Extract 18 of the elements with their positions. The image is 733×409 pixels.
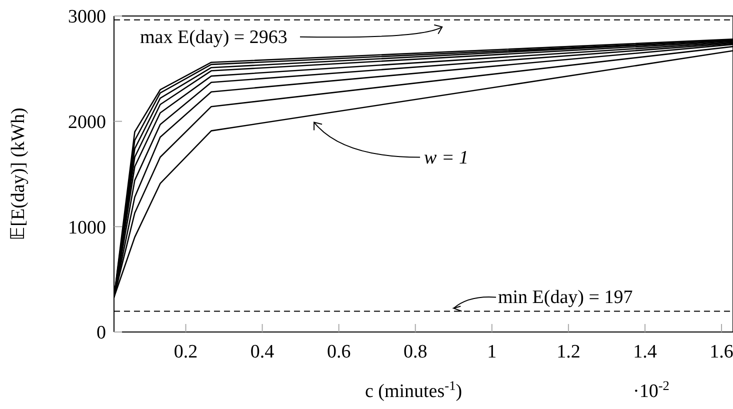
- annotation: w = 1: [424, 147, 469, 168]
- text: ·10$^{-2}$: [633, 378, 670, 402]
- x-tick-label: 0.2: [174, 341, 198, 362]
- x-tick-label: 0.6: [326, 341, 351, 362]
- x-tick-label: 1.6: [710, 341, 733, 362]
- x-tick-label: 0.8: [403, 341, 428, 362]
- y-axis-title: 𝔼[E(day)] (kWh): [8, 108, 29, 240]
- y-tick-label: 2000: [68, 112, 106, 134]
- x-tick-label: 1.2: [556, 341, 580, 362]
- ref-line-label: min E(day) = 197: [498, 287, 633, 308]
- y-tick-label: 1000: [68, 217, 106, 238]
- x-tick-label: 1.4: [633, 341, 658, 362]
- y-tick-label: 0: [96, 322, 106, 344]
- x-tick-label: 0.4: [250, 341, 275, 362]
- x-axis-title: c (minutes$^{-1}$): [364, 378, 462, 402]
- y-tick-label: 3000: [68, 6, 106, 28]
- ref-line-label: max E(day) = 2963: [140, 26, 288, 48]
- x-tick-label: 1: [487, 341, 497, 362]
